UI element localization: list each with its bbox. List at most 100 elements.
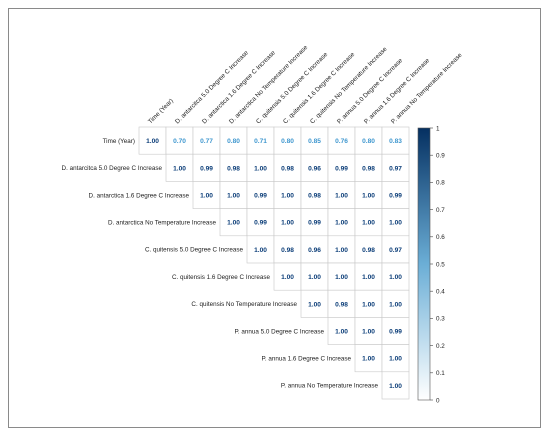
colorbar-tick-label: 0: [436, 397, 440, 404]
cell-value-label: 1.00: [254, 165, 267, 172]
cell-value-label: 0.97: [389, 247, 402, 254]
cell-value-label: 1.00: [200, 193, 213, 200]
cell-value-label: 0.98: [281, 247, 294, 254]
heatmap-cell: [246, 126, 275, 155]
cell-value-label: 1.00: [308, 274, 321, 281]
colorbar-tick-label: 0.2: [436, 343, 445, 350]
heatmap-cell: [354, 153, 383, 182]
cell-value-label: 1.00: [281, 220, 294, 227]
heatmap-cell: [165, 153, 194, 182]
cell-value-label: 0.96: [308, 247, 321, 254]
cell-value-label: 1.00: [335, 193, 348, 200]
cell-value-label: 1.00: [389, 383, 402, 390]
heatmap-cell: [381, 153, 410, 182]
cell-value-label: 0.96: [308, 165, 321, 172]
cell-value-label: 1.00: [335, 247, 348, 254]
cell-value-label: 0.70: [173, 138, 186, 145]
heatmap-cell: [327, 289, 356, 318]
heatmap-cell: [354, 126, 383, 155]
heatmap-cell: [381, 181, 410, 209]
heatmap-cell: [381, 371, 410, 400]
cell-value-label: 0.99: [308, 220, 321, 227]
heatmap-cell: [273, 208, 302, 237]
colorbar: [417, 127, 431, 401]
colorbar-tick-label: 0.8: [436, 180, 445, 187]
row-label: P. annua No Temperature Increase: [281, 383, 379, 390]
cell-value-label: 0.99: [200, 165, 213, 172]
row-label: P. annua 5.0 Degree C Increase: [235, 328, 325, 335]
cell-value-label: 0.99: [254, 193, 267, 200]
cell-value-label: 1.00: [389, 274, 402, 281]
colorbar-tick-label: 0.5: [436, 261, 445, 268]
cell-value-label: 1.00: [281, 193, 294, 200]
cell-value-label: 1.00: [254, 247, 267, 254]
cell-value-label: 0.98: [227, 165, 240, 172]
heatmap-cell: [219, 153, 248, 182]
row-label: C. quitensis No Temperature Increase: [191, 301, 297, 308]
cell-value-label: 1.00: [362, 220, 375, 227]
colorbar-tick-label: 0.9: [436, 153, 445, 160]
cell-value-label: 1.00: [335, 220, 348, 227]
row-label: D. antarctica 1.6 Degree C Increase: [89, 192, 190, 199]
cell-value-label: 1.00: [362, 274, 375, 281]
cell-value-label: 0.98: [335, 301, 348, 308]
cell-value-label: 0.85: [308, 138, 321, 145]
cell-value-label: 0.99: [335, 165, 348, 172]
heatmap-cell: [192, 181, 221, 209]
cell-value-label: 1.00: [227, 220, 240, 227]
heatmap-cell: [327, 317, 356, 345]
heatmap-cell: [327, 235, 356, 264]
cell-value-label: 1.00: [362, 329, 375, 336]
cell-value-label: 0.99: [254, 220, 267, 227]
heatmap-cell: [381, 262, 410, 291]
colorbar-tick-label: 0.1: [436, 370, 445, 377]
colorbar-tick-label: 0.4: [436, 289, 445, 296]
heatmap-cell: [300, 262, 329, 291]
colorbar-tick-label: 0.3: [436, 316, 445, 323]
heatmap-cell: [246, 181, 275, 209]
row-label: P. annua 1.6 Degree C Increase: [262, 356, 352, 363]
cell-value-label: 1.00: [335, 329, 348, 336]
colorbar-tick-label: 0.7: [436, 207, 445, 214]
heatmap-cell: [219, 181, 248, 209]
heatmap-cell: [300, 153, 329, 182]
heatmap-cell: [138, 126, 167, 155]
cell-value-label: 1.00: [281, 274, 294, 281]
heatmap-cell: [381, 344, 410, 373]
heatmap-cell: [273, 153, 302, 182]
heatmap-cell: [354, 344, 383, 373]
cell-value-label: 0.99: [389, 193, 402, 200]
cell-value-label: 0.98: [362, 165, 375, 172]
cell-value-label: 0.97: [389, 165, 402, 172]
row-label: Time (Year): [103, 138, 135, 145]
cell-value-label: 0.80: [362, 138, 375, 145]
heatmap-cell: [354, 289, 383, 318]
cell-value-label: 0.80: [281, 138, 294, 145]
heatmap-cell: [246, 235, 275, 264]
colorbar-tick-label: 1: [436, 125, 440, 132]
cell-value-label: 0.98: [362, 247, 375, 254]
heatmap-cell: [219, 208, 248, 237]
heatmap-cell: [354, 235, 383, 264]
heatmap-cell: [327, 153, 356, 182]
cell-value-label: 1.00: [389, 220, 402, 227]
cell-value-label: 1.00: [173, 165, 186, 172]
row-label: C. quitensis 5.0 Degree C Increase: [145, 247, 243, 254]
cell-value-label: 1.00: [335, 274, 348, 281]
heatmap-cell: [273, 235, 302, 264]
heatmap-cell: [273, 262, 302, 291]
cell-value-label: 0.76: [335, 138, 348, 145]
cell-value-label: 1.00: [389, 356, 402, 363]
cell-value-label: 0.71: [254, 138, 267, 145]
heatmap-cell: [381, 126, 410, 155]
cell-value-label: 1.00: [308, 301, 321, 308]
cell-value-label: 1.00: [389, 301, 402, 308]
heatmap-cell: [381, 289, 410, 318]
cell-value-label: 0.80: [227, 138, 240, 145]
row-label: C. quitensis 1.6 Degree C Increase: [172, 274, 270, 281]
cell-value-label: 0.98: [281, 165, 294, 172]
cell-value-label: 1.00: [362, 193, 375, 200]
cell-value-label: 0.77: [200, 138, 213, 145]
colorbar-tick-label: 0.6: [436, 234, 445, 241]
